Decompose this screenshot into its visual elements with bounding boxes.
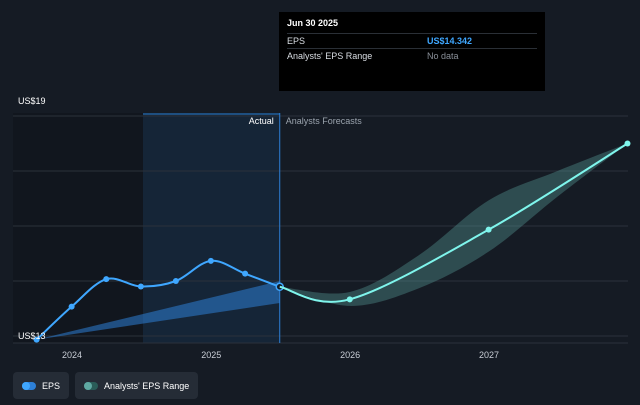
eps-forecast-point (485, 226, 492, 233)
eps-actual-point (68, 303, 75, 310)
eps-actual-line (35, 259, 281, 341)
eps-forecast-line (279, 142, 629, 303)
actual-region-top (143, 113, 280, 115)
eps-actual-point (172, 278, 179, 284)
eps-actual-point (242, 270, 249, 277)
y-tick-label: US$13 (18, 331, 46, 341)
legend-label-eps-range: Analysts' EPS Range (104, 380, 190, 391)
range-swatch-icon (84, 381, 99, 390)
forecast-label: Analysts Forecasts (286, 116, 363, 126)
tooltip-range-value: No data (427, 51, 459, 61)
legend-item-eps[interactable]: EPS (13, 372, 70, 399)
legend: EPS Analysts' EPS Range (13, 372, 199, 399)
eps-swatch-icon (22, 381, 36, 390)
tooltip-row-eps: EPS US$14.342 (287, 33, 537, 48)
y-tick-label: US$19 (18, 96, 46, 106)
legend-item-eps-range[interactable]: Analysts' EPS Range (75, 372, 199, 399)
tooltip-eps-value: US$14.342 (427, 36, 473, 46)
eps-actual-point (137, 283, 144, 290)
x-tick-label: 2024 (62, 350, 82, 360)
eps-actual-point (33, 336, 40, 343)
x-tick-label: 2026 (340, 350, 360, 360)
tooltip-range-label: Analysts' EPS Range (287, 51, 373, 61)
eps-forecast-point (624, 140, 631, 147)
eps-range-band-actual (36, 281, 280, 340)
actual-label: Actual (249, 116, 274, 126)
tooltip-date: Jun 30 2025 (287, 18, 339, 28)
tooltip: Jun 30 2025 EPS US$14.342 Analysts' EPS … (279, 12, 545, 91)
eps-forecast-point (346, 296, 353, 303)
tooltip-row-range: Analysts' EPS Range No data (287, 48, 537, 63)
past-region-shade (13, 113, 143, 343)
tooltip-eps-label: EPS (287, 36, 306, 46)
eps-actual-point (207, 257, 214, 264)
legend-label-eps: EPS (42, 380, 61, 391)
x-tick-label: 2025 (201, 350, 221, 360)
x-tick-label: 2027 (479, 350, 499, 360)
eps-actual-point (103, 276, 110, 283)
eps-range-band-forecast (279, 143, 628, 306)
